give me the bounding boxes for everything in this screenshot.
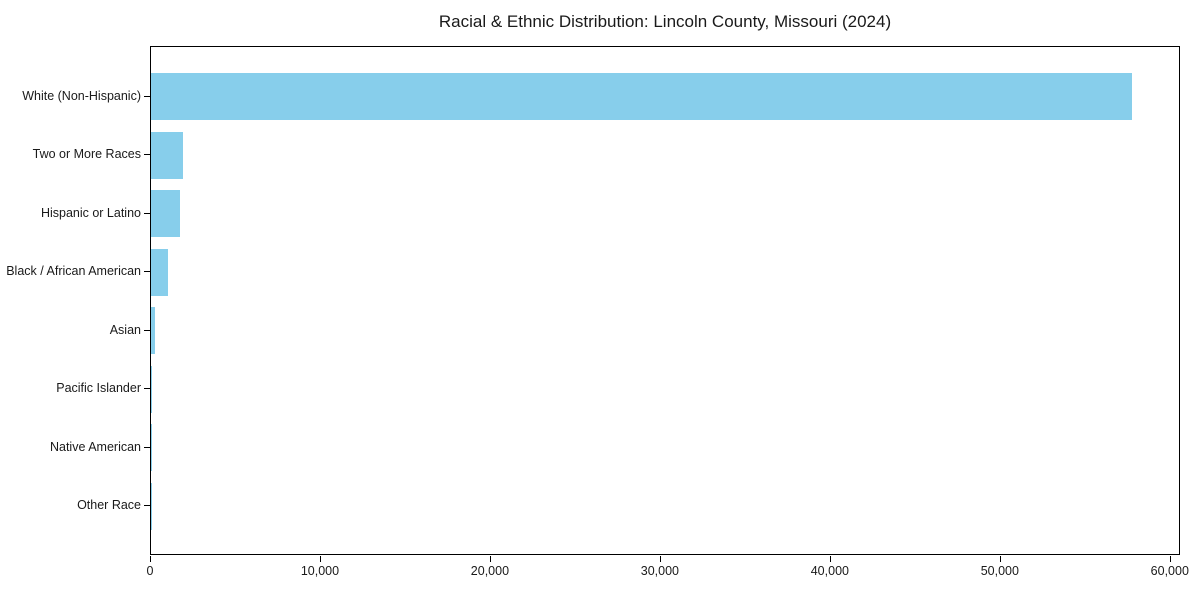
bar-other-race <box>151 482 152 530</box>
y-tick-mark <box>144 505 150 507</box>
y-tick-mark <box>144 329 150 331</box>
y-tick-label-pacific-islander: Pacific Islander <box>56 381 141 396</box>
x-tick-label-20000: 20,000 <box>470 564 510 578</box>
x-tick-label-30000: 30,000 <box>640 564 679 578</box>
x-tick-label-10000: 10,000 <box>300 564 340 578</box>
x-tick-label-50000: 50,000 <box>980 564 1019 578</box>
y-tick-mark <box>144 95 150 97</box>
bar-asian <box>151 307 155 355</box>
y-tick-mark <box>144 154 150 156</box>
x-tick-label-60000: 60,000 <box>1150 564 1189 578</box>
x-tick-mark <box>150 556 151 562</box>
y-tick-label-hispanic-or-latino: Hispanic or Latino <box>40 205 141 220</box>
bar-two-or-more-races <box>151 131 184 179</box>
bar-black-african-american <box>151 248 168 296</box>
y-tick-mark <box>144 212 150 214</box>
x-tick-mark <box>999 556 1001 562</box>
y-tick-mark <box>144 271 150 273</box>
y-tick-label-other-race: Other Race <box>77 498 141 513</box>
x-tick-mark <box>319 556 321 562</box>
x-tick-mark <box>659 556 661 562</box>
x-tick-mark <box>489 556 491 562</box>
x-tick-mark <box>829 556 831 562</box>
chart-title: Racial & Ethnic Distribution: Lincoln Co… <box>438 12 892 31</box>
x-tick-label-40000: 40,000 <box>810 564 849 578</box>
y-tick-label-native-american: Native American <box>49 439 141 454</box>
plot-area <box>150 46 1180 555</box>
y-tick-label-two-or-more-races: Two or More Races <box>32 147 141 162</box>
y-tick-mark <box>144 446 150 448</box>
y-tick-label-white-non-hispanic: White (Non-Hispanic) <box>22 88 141 103</box>
x-tick-label-0: 0 <box>146 564 154 578</box>
bar-hispanic-or-latino <box>151 190 180 238</box>
y-tick-label-black-african-american: Black / African American <box>6 264 141 279</box>
bar-native-american <box>151 424 152 472</box>
bar-pacific-islander <box>151 365 153 413</box>
y-tick-label-asian: Asian <box>109 322 141 337</box>
bar-white-non-hispanic <box>151 73 1132 121</box>
x-tick-mark <box>1169 556 1171 562</box>
y-tick-mark <box>144 388 150 390</box>
